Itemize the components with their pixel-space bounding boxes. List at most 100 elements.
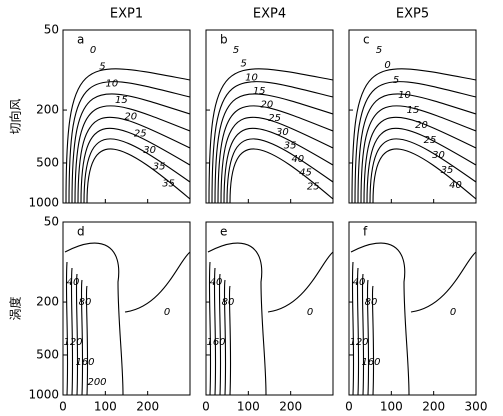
contour-label: 80 bbox=[79, 297, 92, 308]
contour-line bbox=[65, 68, 191, 204]
contour-line bbox=[214, 93, 334, 204]
contour-line bbox=[363, 116, 477, 204]
contour-label: 40 bbox=[67, 277, 80, 288]
contour-line bbox=[74, 105, 191, 204]
panel-letter: e bbox=[220, 225, 227, 239]
contour-line bbox=[350, 242, 477, 396]
contour-label: 30 bbox=[143, 145, 156, 156]
contour-line bbox=[217, 105, 334, 204]
contour-label: 30 bbox=[432, 150, 445, 161]
contour-line bbox=[223, 279, 227, 396]
y-tick-label: 50 bbox=[44, 23, 59, 37]
contour-line bbox=[80, 127, 191, 204]
panel-frame bbox=[62, 221, 191, 396]
contour-label: 5 bbox=[241, 59, 247, 70]
contour-line bbox=[218, 273, 222, 396]
contour-label: 45 bbox=[299, 168, 312, 179]
contour-label: 0 bbox=[164, 307, 170, 318]
contour-label: 160 bbox=[75, 357, 94, 368]
contour-line bbox=[361, 273, 365, 396]
contour-line bbox=[83, 138, 191, 204]
contour-line bbox=[211, 81, 334, 204]
contour-line bbox=[77, 116, 191, 204]
x-tick-label: 200 bbox=[422, 400, 445, 414]
contour-line bbox=[229, 148, 334, 204]
contour-label: 40 bbox=[210, 277, 223, 288]
y-tick-label: 50 bbox=[44, 215, 59, 229]
x-tick-label: 0 bbox=[202, 400, 210, 414]
contour-line bbox=[85, 285, 89, 396]
contour-label: 15 bbox=[115, 95, 128, 106]
contour-line bbox=[64, 242, 191, 396]
contour-line bbox=[208, 68, 334, 204]
contour-line bbox=[70, 267, 74, 396]
contour-label: 80 bbox=[365, 297, 378, 308]
contour-line bbox=[226, 138, 334, 204]
contour-label: 5 bbox=[376, 45, 382, 56]
contour-label: 15 bbox=[253, 86, 266, 97]
contour-line bbox=[354, 81, 477, 204]
contour-label: 35 bbox=[153, 162, 166, 173]
contour-label: 35 bbox=[162, 178, 175, 189]
contour-label: 35 bbox=[441, 165, 454, 176]
row-label: 涡度 bbox=[8, 296, 23, 320]
contour-label: 40 bbox=[449, 180, 462, 191]
y-tick-label: 200 bbox=[36, 295, 59, 309]
contour-label: 40 bbox=[353, 277, 366, 288]
panel-frame bbox=[205, 29, 334, 204]
contour-label: 0 bbox=[307, 307, 313, 318]
contour-line bbox=[356, 267, 360, 396]
contour-line bbox=[351, 68, 477, 204]
panel-letter: f bbox=[363, 225, 368, 239]
contour-label: 35 bbox=[284, 140, 297, 151]
x-tick-label: 100 bbox=[380, 400, 403, 414]
contour-line bbox=[369, 138, 477, 204]
x-tick-label: 100 bbox=[94, 400, 117, 414]
x-tick-label: 0 bbox=[59, 400, 67, 414]
contour-label: 25 bbox=[268, 113, 281, 124]
contour-label: 80 bbox=[222, 297, 235, 308]
contour-label: 200 bbox=[87, 377, 106, 388]
panel-letter: a bbox=[77, 33, 84, 47]
contour-line bbox=[213, 267, 217, 396]
contour-line bbox=[366, 127, 477, 204]
contour-label: 40 bbox=[291, 154, 304, 165]
contour-label: 10 bbox=[106, 78, 119, 89]
contour-line bbox=[372, 148, 477, 204]
contour-label: 120 bbox=[63, 337, 82, 348]
contour-label: 160 bbox=[206, 337, 225, 348]
contour-label: 15 bbox=[407, 105, 420, 116]
y-tick-label: 1000 bbox=[28, 196, 59, 210]
contour-line bbox=[366, 279, 370, 396]
panel-frame bbox=[62, 29, 191, 204]
contour-line bbox=[80, 279, 84, 396]
contour-line bbox=[228, 285, 232, 396]
contour-line bbox=[86, 148, 191, 204]
panel-letter: b bbox=[220, 33, 228, 47]
contour-label: 120 bbox=[349, 337, 368, 348]
contour-label: 10 bbox=[245, 72, 258, 83]
column-title: EXP5 bbox=[396, 7, 429, 22]
panel-letter: c bbox=[363, 33, 370, 47]
panel-frame bbox=[348, 29, 477, 204]
contour-label: 20 bbox=[124, 112, 137, 123]
contour-line bbox=[351, 261, 355, 396]
panel-letter: d bbox=[77, 225, 85, 239]
contour-line bbox=[75, 273, 79, 396]
y-tick-label: 200 bbox=[36, 103, 59, 117]
contour-line bbox=[71, 93, 191, 204]
y-tick-label: 500 bbox=[36, 347, 59, 361]
contour-line bbox=[357, 93, 477, 204]
contour-label: 20 bbox=[415, 120, 428, 131]
contour-line bbox=[220, 116, 334, 204]
x-tick-label: 300 bbox=[465, 400, 488, 414]
contour-line bbox=[371, 285, 375, 396]
contour-label: 5 bbox=[393, 75, 399, 86]
y-tick-label: 500 bbox=[36, 155, 59, 169]
contour-label: 0 bbox=[384, 60, 390, 71]
row-label: 切向风 bbox=[8, 98, 23, 134]
contour-label: 5 bbox=[99, 62, 105, 73]
contour-label: 30 bbox=[276, 127, 289, 138]
x-tick-label: 100 bbox=[237, 400, 260, 414]
